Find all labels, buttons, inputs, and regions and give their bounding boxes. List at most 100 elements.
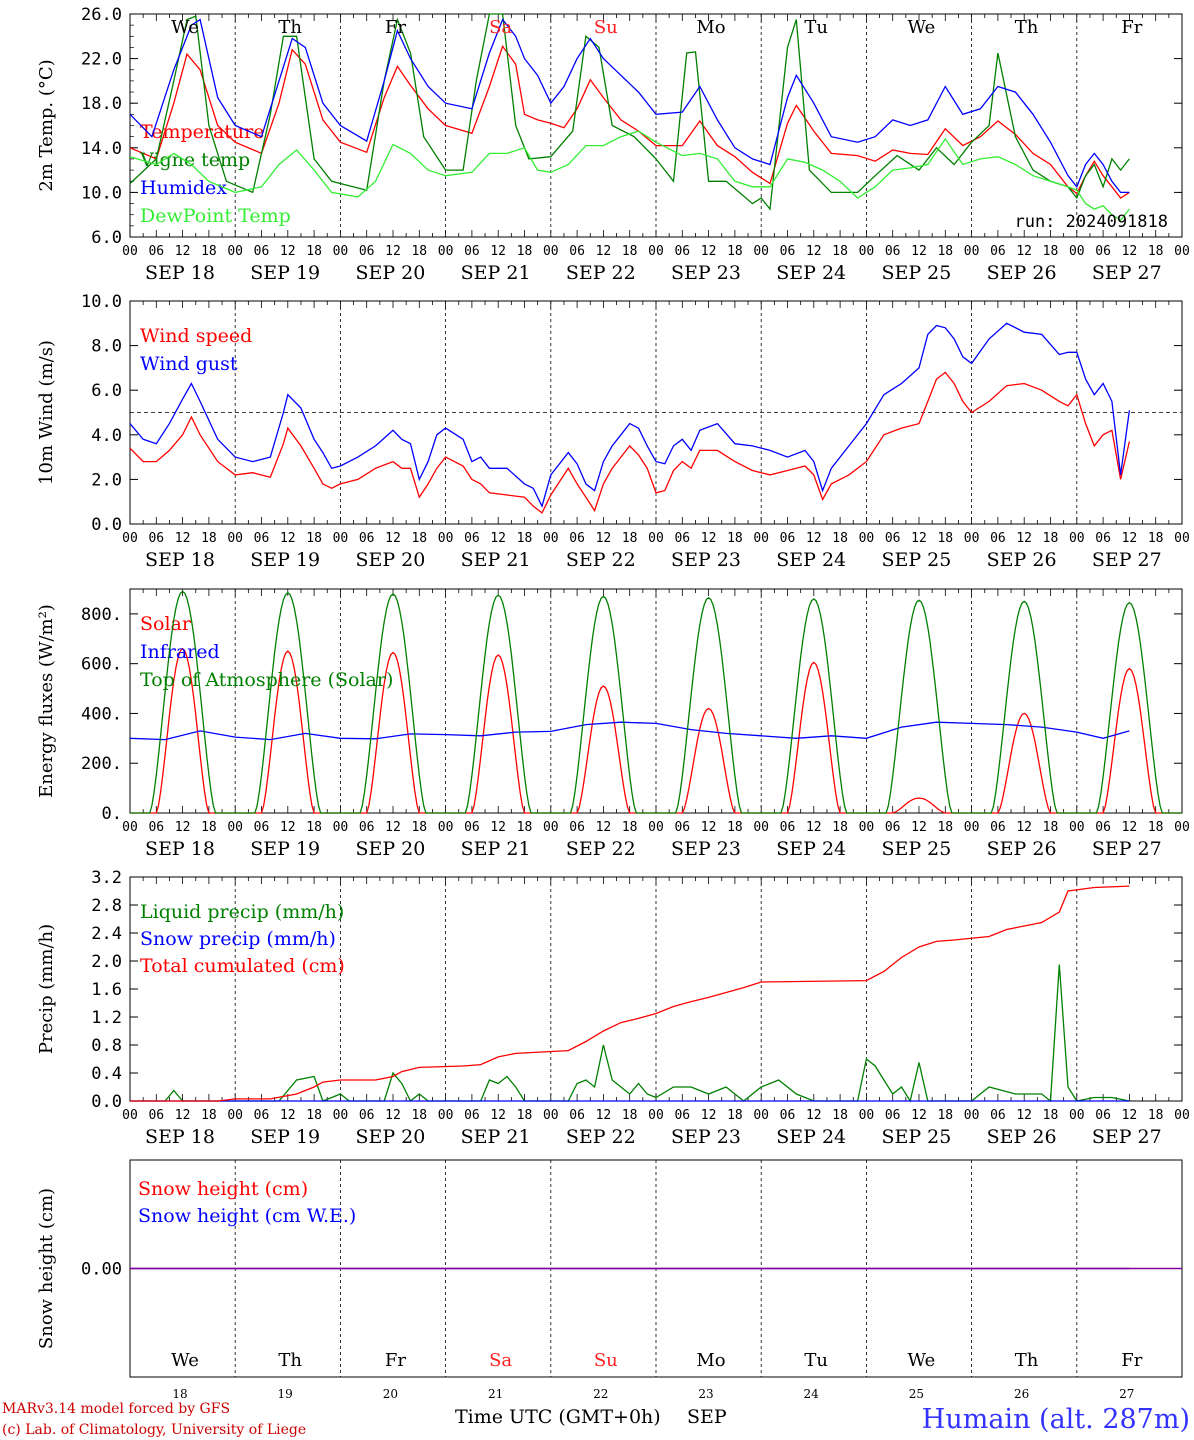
weekday-label: Th [278, 1350, 302, 1371]
hour-tick-label: 18 [306, 1108, 322, 1123]
hour-tick-label: 12 [280, 1108, 296, 1123]
legend-entry: Top of Atmosphere (Solar) [140, 669, 393, 691]
series-line-1 [129, 44, 1130, 199]
hour-tick-label: 12 [490, 820, 506, 835]
hour-tick-label: 00 [543, 531, 559, 546]
y-axis-label: Precip (mm/h) [36, 924, 57, 1054]
date-label: SEP 25 [881, 838, 951, 860]
station-label: Humain (alt. 287m) [922, 1404, 1190, 1435]
hour-tick-label: 06 [990, 1108, 1006, 1123]
hour-tick-label: 06 [569, 820, 585, 835]
x-axis-month: SEP [687, 1406, 727, 1428]
date-label: SEP 18 [145, 1126, 215, 1148]
hour-tick-label: 18 [1043, 820, 1059, 835]
hour-tick-label: 12 [701, 1108, 717, 1123]
hour-tick-label: 06 [254, 1108, 270, 1123]
y-tick-label: 2.4 [91, 924, 122, 944]
y-tick-label: 3.2 [91, 868, 122, 888]
hour-tick-label: 00 [122, 820, 138, 835]
hour-tick-label: 06 [359, 1108, 375, 1123]
hour-tick-label: 12 [280, 531, 296, 546]
hour-tick-label: 18 [1043, 1108, 1059, 1123]
series-line-3 [130, 885, 1130, 1102]
hour-tick-label: 00 [1069, 531, 1085, 546]
hour-tick-label: 18 [937, 244, 953, 259]
date-label: SEP 26 [987, 549, 1057, 571]
hour-tick-label: 00 [1174, 820, 1190, 835]
hour-tick-label: 00 [753, 1108, 769, 1123]
date-label: SEP 20 [355, 549, 425, 571]
hour-tick-label: 00 [122, 531, 138, 546]
hour-tick-label: 12 [280, 820, 296, 835]
hour-tick-label: 12 [1016, 244, 1032, 259]
hour-tick-label: 06 [990, 244, 1006, 259]
hour-tick-label: 18 [517, 820, 533, 835]
hour-tick-label: 18 [1043, 531, 1059, 546]
hour-tick-label: 06 [148, 820, 164, 835]
hour-tick-label: 18 [201, 1108, 217, 1123]
date-label: SEP 24 [776, 1126, 846, 1148]
hour-tick-label: 06 [885, 820, 901, 835]
hour-tick-label: 18 [727, 1108, 743, 1123]
y-tick-label: 10.0 [81, 292, 122, 312]
panel-1: 00 06 12 18 00 06 12 18 00 06 12 18 00 06 12 18 00 06 12 18… [36, 5, 1190, 284]
date-label: SEP 21 [461, 1126, 531, 1148]
weekday-label: Tu [804, 17, 828, 38]
hour-tick-label: 00 [543, 244, 559, 259]
weekday-label: Sa [489, 17, 512, 38]
date-label: SEP 26 [987, 262, 1057, 284]
y-tick-label: 0.4 [91, 1064, 122, 1084]
hour-tick-label: 12 [175, 244, 191, 259]
date-label: SEP 19 [250, 262, 320, 284]
hour-tick-label: 12 [175, 820, 191, 835]
hour-tick-label: 00 [122, 244, 138, 259]
hour-tick-label: 12 [806, 531, 822, 546]
hour-tick-label: 18 [1148, 820, 1164, 835]
date-label: SEP 24 [776, 549, 846, 571]
y-axis-label: 2m Temp. (°C) [36, 59, 57, 191]
panel-4: 00 06 12 18 00 06 12 18 00 06 12 18 00 06 12 18 00 06 12 18… [36, 868, 1190, 1148]
y-tick-label: 2.8 [91, 896, 122, 916]
footer-credit-1: MARv3.14 model forced by GFS [2, 1401, 230, 1417]
day-number-label: 24 [804, 1387, 820, 1401]
hour-tick-label: 18 [517, 1108, 533, 1123]
y-tick-label: 8.0 [91, 337, 122, 357]
y-tick-label: 0.0 [91, 515, 122, 535]
panel-5: 0.00 Snow height (cm) Snow height (cm) Snow… [36, 1159, 1183, 1401]
hour-tick-label: 00 [1069, 244, 1085, 259]
hour-tick-label: 12 [385, 244, 401, 259]
date-label: SEP 22 [566, 262, 636, 284]
hour-tick-label: 18 [727, 820, 743, 835]
hour-tick-label: 06 [885, 531, 901, 546]
hour-tick-label: 00 [1174, 1108, 1190, 1123]
hour-tick-label: 06 [780, 820, 796, 835]
y-tick-label: 2.0 [91, 952, 122, 972]
hour-tick-label: 00 [964, 1108, 980, 1123]
hour-tick-label: 00 [964, 820, 980, 835]
hour-tick-label: 06 [254, 244, 270, 259]
legend-entry: Temperature [140, 121, 264, 143]
hour-tick-label: 18 [306, 820, 322, 835]
hour-tick-label: 06 [148, 531, 164, 546]
hour-tick-label: 18 [832, 1108, 848, 1123]
legend-entry: Total cumulated (cm) [140, 955, 345, 977]
hour-tick-label: 18 [201, 244, 217, 259]
y-axis-label: Energy fluxes (W/m²) [36, 604, 57, 798]
date-label: SEP 27 [1092, 838, 1162, 860]
weekday-label: Su [594, 1350, 618, 1371]
weekday-label: Th [1015, 1350, 1039, 1371]
hour-tick-label: 06 [674, 531, 690, 546]
hour-tick-label: 00 [333, 1108, 349, 1123]
hour-tick-label: 00 [859, 820, 875, 835]
hour-tick-label: 18 [411, 244, 427, 259]
hour-tick-label: 18 [517, 244, 533, 259]
hour-tick-label: 18 [1043, 244, 1059, 259]
day-number-label: 18 [172, 1387, 187, 1401]
hour-tick-label: 18 [306, 244, 322, 259]
hour-tick-label: 18 [727, 531, 743, 546]
hour-tick-label: 00 [543, 820, 559, 835]
legend-entry: DewPoint Temp [140, 205, 291, 227]
hour-tick-label: 06 [1095, 820, 1111, 835]
hour-tick-label: 06 [674, 244, 690, 259]
